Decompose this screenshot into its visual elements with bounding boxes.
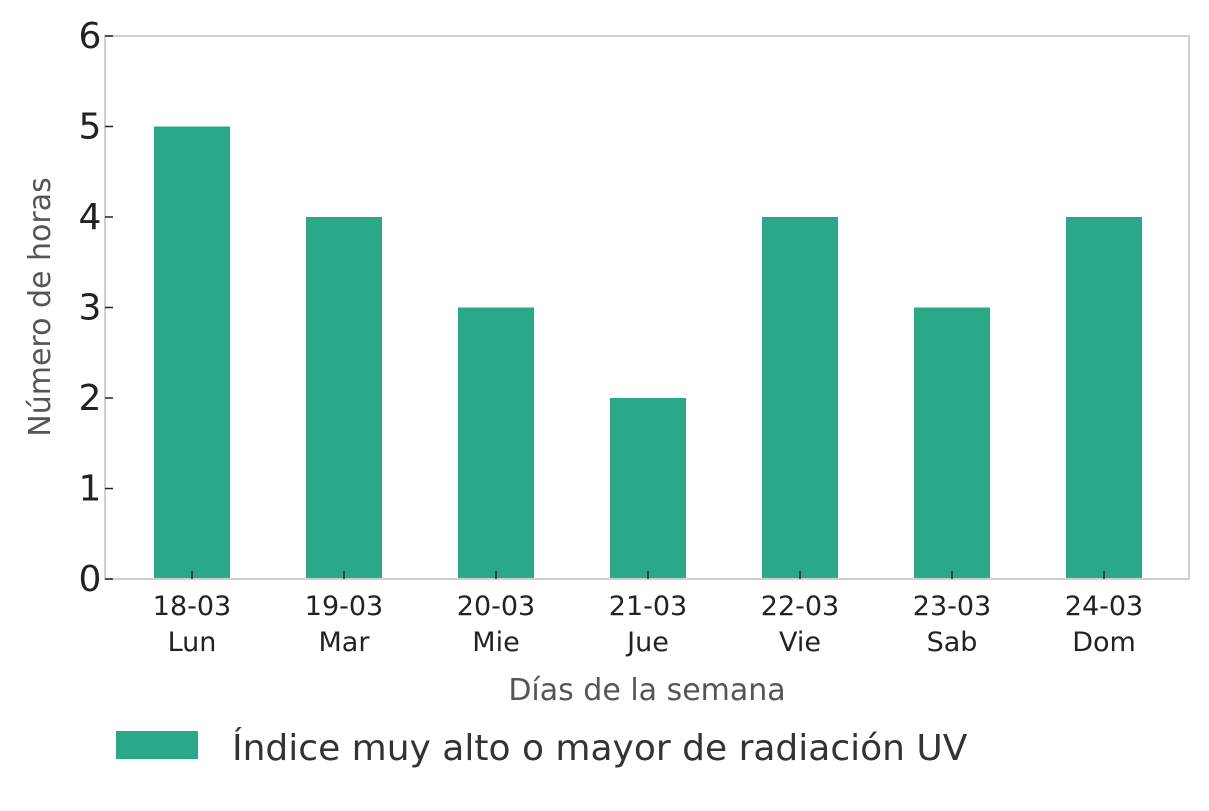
x-axis-label: Días de la semana xyxy=(508,673,785,708)
x-tick-label-day: Sab xyxy=(927,627,978,658)
bar xyxy=(154,126,230,579)
x-tick-label-day: Jue xyxy=(625,627,669,658)
x-tick-label-day: Lun xyxy=(168,627,217,658)
x-tick-label-day: Mie xyxy=(472,627,519,658)
y-tick-label: 3 xyxy=(79,288,102,329)
bar xyxy=(306,217,382,579)
x-tick-label-date: 24-03 xyxy=(1065,591,1143,622)
x-tick-label-date: 20-03 xyxy=(457,591,535,622)
x-tick-label-day: Dom xyxy=(1072,627,1136,658)
y-axis: 0 1 2 3 4 5 6 xyxy=(79,16,113,600)
y-tick-label: 6 xyxy=(79,16,102,57)
y-tick-label: 5 xyxy=(79,107,102,148)
bar xyxy=(914,307,990,579)
bar xyxy=(1066,217,1142,579)
y-tick-label: 1 xyxy=(79,469,102,510)
x-tick-label-date: 22-03 xyxy=(761,591,839,622)
x-tick-label-date: 19-03 xyxy=(305,591,383,622)
bar xyxy=(458,307,534,579)
bars-layer xyxy=(154,126,1142,579)
legend-label: Índice muy alto o mayor de radiación UV xyxy=(232,727,968,769)
y-axis-label: Número de horas xyxy=(23,177,58,436)
y-tick-label: 0 xyxy=(79,559,102,600)
bar xyxy=(762,217,838,579)
bar xyxy=(610,398,686,579)
x-tick-label-date: 23-03 xyxy=(913,591,991,622)
x-axis: 18-03 Lun 19-03 Mar 20-03 Mie 21-03 Jue 22-03 Vie… xyxy=(153,571,1143,658)
x-tick-label-day: Mar xyxy=(319,627,371,658)
x-tick-label-date: 21-03 xyxy=(609,591,687,622)
legend-swatch xyxy=(116,731,198,759)
x-tick-label-date: 18-03 xyxy=(153,591,231,622)
legend: Índice muy alto o mayor de radiación UV xyxy=(116,727,968,769)
y-tick-label: 4 xyxy=(79,197,102,238)
y-tick-label: 2 xyxy=(79,378,102,419)
x-tick-label-day: Vie xyxy=(779,627,821,658)
